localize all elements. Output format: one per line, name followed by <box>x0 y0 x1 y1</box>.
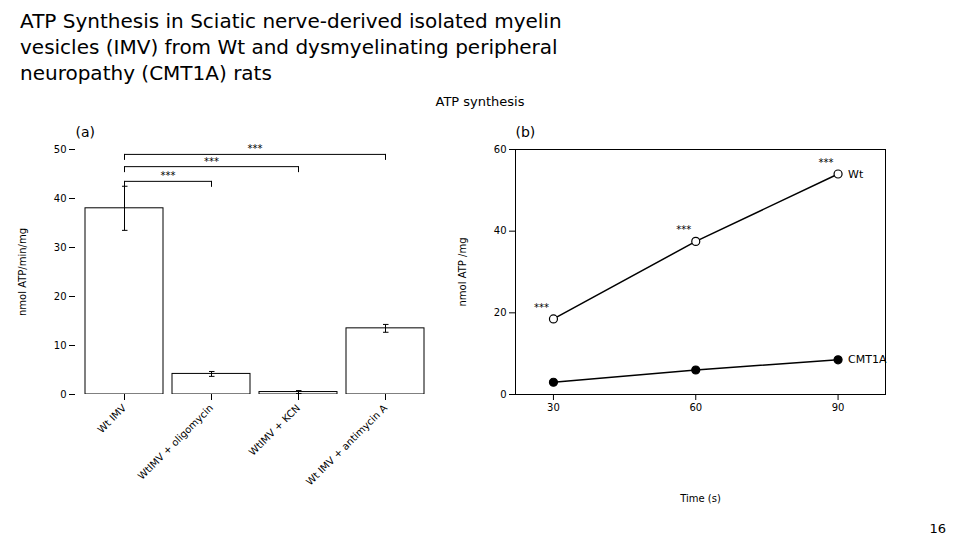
svg-text:40: 40 <box>494 225 507 236</box>
svg-text:nmol ATP /mg: nmol ATP /mg <box>457 238 468 307</box>
svg-text:WtIMV + oligomycin: WtIMV + oligomycin <box>136 402 215 481</box>
svg-text:(b): (b) <box>516 124 536 140</box>
svg-text:***: *** <box>819 157 834 168</box>
svg-text:60: 60 <box>494 144 507 155</box>
svg-text:Wt: Wt <box>848 168 864 181</box>
svg-text:Wt IMV + antimycin A: Wt IMV + antimycin A <box>304 402 389 487</box>
svg-text:0: 0 <box>500 389 506 400</box>
svg-text:***: *** <box>676 224 691 235</box>
svg-text:***: *** <box>248 143 263 154</box>
svg-text:***: *** <box>534 302 549 313</box>
svg-text:CMT1A: CMT1A <box>848 353 887 366</box>
svg-text:***: *** <box>161 170 176 181</box>
svg-text:Wt IMV: Wt IMV <box>95 402 128 435</box>
svg-text:20: 20 <box>54 291 67 302</box>
svg-text:90: 90 <box>832 402 845 413</box>
svg-text:60: 60 <box>689 402 702 413</box>
svg-text:40: 40 <box>54 193 67 204</box>
svg-text:Time (s): Time (s) <box>679 493 721 504</box>
svg-text:WtIMV + KCN: WtIMV + KCN <box>247 402 302 457</box>
svg-text:***: *** <box>204 156 219 167</box>
svg-text:30: 30 <box>547 402 560 413</box>
svg-text:(a): (a) <box>76 124 96 140</box>
html-text:16: 16 <box>929 521 946 536</box>
svg-text:10: 10 <box>54 340 67 351</box>
svg-text:20: 20 <box>494 307 507 318</box>
html-text:ATP synthesis: ATP synthesis <box>435 94 525 109</box>
html-text:ATP Synthesis in Sciatic nerve: ATP Synthesis in Sciatic nerve-derived i… <box>20 9 562 85</box>
svg-text:50: 50 <box>54 144 67 155</box>
svg-text:nmol ATP/min/mg: nmol ATP/min/mg <box>17 228 28 316</box>
svg-text:0: 0 <box>60 389 66 400</box>
svg-text:30: 30 <box>54 242 67 253</box>
